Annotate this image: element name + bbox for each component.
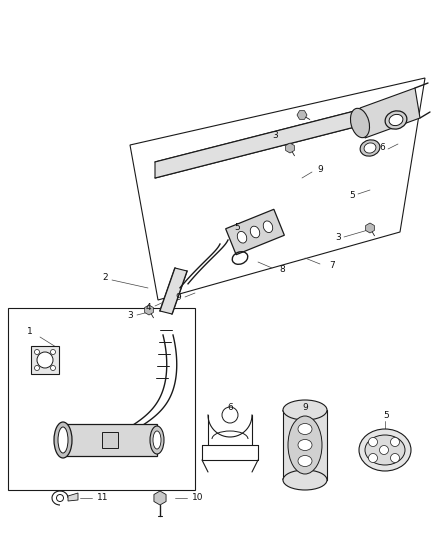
Text: 3: 3 xyxy=(127,311,133,319)
Ellipse shape xyxy=(35,366,39,370)
Ellipse shape xyxy=(350,108,370,138)
Bar xyxy=(283,410,327,480)
Ellipse shape xyxy=(379,446,389,455)
Ellipse shape xyxy=(288,416,322,474)
Ellipse shape xyxy=(54,422,72,458)
Ellipse shape xyxy=(57,495,64,502)
Text: 9: 9 xyxy=(302,403,308,413)
Ellipse shape xyxy=(37,352,53,368)
Ellipse shape xyxy=(360,140,380,156)
Polygon shape xyxy=(155,102,390,178)
Ellipse shape xyxy=(391,454,399,463)
Text: 11: 11 xyxy=(97,494,109,503)
Text: 5: 5 xyxy=(383,410,389,419)
Ellipse shape xyxy=(250,226,260,238)
Ellipse shape xyxy=(359,429,411,471)
Polygon shape xyxy=(68,493,78,501)
Ellipse shape xyxy=(365,435,405,465)
Ellipse shape xyxy=(364,143,376,153)
Ellipse shape xyxy=(385,111,407,129)
Text: 7: 7 xyxy=(329,261,335,270)
Ellipse shape xyxy=(50,350,56,354)
Ellipse shape xyxy=(50,366,56,370)
Polygon shape xyxy=(145,305,153,315)
Ellipse shape xyxy=(298,424,312,434)
Ellipse shape xyxy=(263,221,273,232)
Text: 10: 10 xyxy=(192,494,204,503)
Text: 6: 6 xyxy=(227,403,233,413)
Text: 4: 4 xyxy=(145,303,151,312)
Ellipse shape xyxy=(368,454,378,463)
Ellipse shape xyxy=(35,350,39,354)
Text: 5: 5 xyxy=(349,190,355,199)
Text: 5: 5 xyxy=(234,223,240,232)
Ellipse shape xyxy=(237,231,247,243)
Text: 1: 1 xyxy=(27,327,33,336)
Ellipse shape xyxy=(150,426,164,454)
Ellipse shape xyxy=(298,456,312,466)
Polygon shape xyxy=(360,88,420,138)
Text: 8: 8 xyxy=(279,265,285,274)
Text: 3: 3 xyxy=(335,233,341,243)
Text: 9: 9 xyxy=(317,166,323,174)
Text: 2: 2 xyxy=(102,273,108,282)
Text: 3: 3 xyxy=(272,131,278,140)
Ellipse shape xyxy=(391,438,399,447)
Polygon shape xyxy=(366,223,374,233)
Polygon shape xyxy=(286,143,294,153)
Polygon shape xyxy=(63,424,157,456)
Text: 9: 9 xyxy=(175,294,181,303)
Bar xyxy=(102,432,118,448)
Ellipse shape xyxy=(58,427,68,453)
Ellipse shape xyxy=(283,470,327,490)
Bar xyxy=(31,346,59,374)
Ellipse shape xyxy=(368,438,378,447)
Ellipse shape xyxy=(283,400,327,420)
Ellipse shape xyxy=(222,407,238,423)
Ellipse shape xyxy=(298,440,312,450)
Ellipse shape xyxy=(389,115,403,126)
Polygon shape xyxy=(160,268,187,314)
Ellipse shape xyxy=(153,431,161,449)
Polygon shape xyxy=(154,491,166,505)
Polygon shape xyxy=(226,209,284,255)
Text: 6: 6 xyxy=(379,143,385,152)
Polygon shape xyxy=(297,111,307,119)
